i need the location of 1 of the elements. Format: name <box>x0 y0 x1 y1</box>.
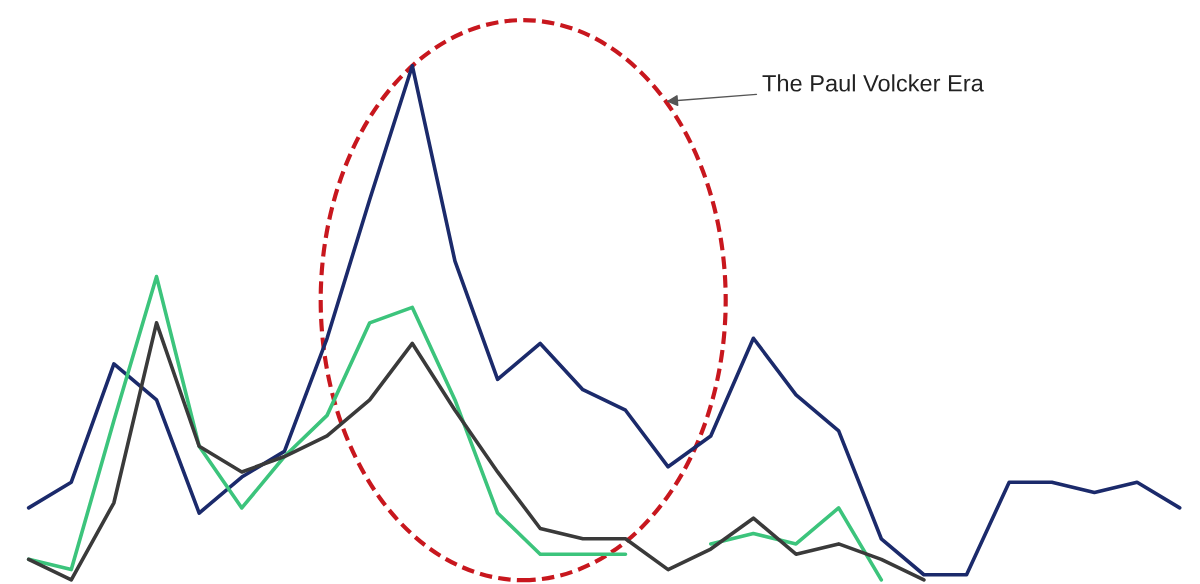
annotation: The Paul Volcker Era <box>762 74 984 92</box>
